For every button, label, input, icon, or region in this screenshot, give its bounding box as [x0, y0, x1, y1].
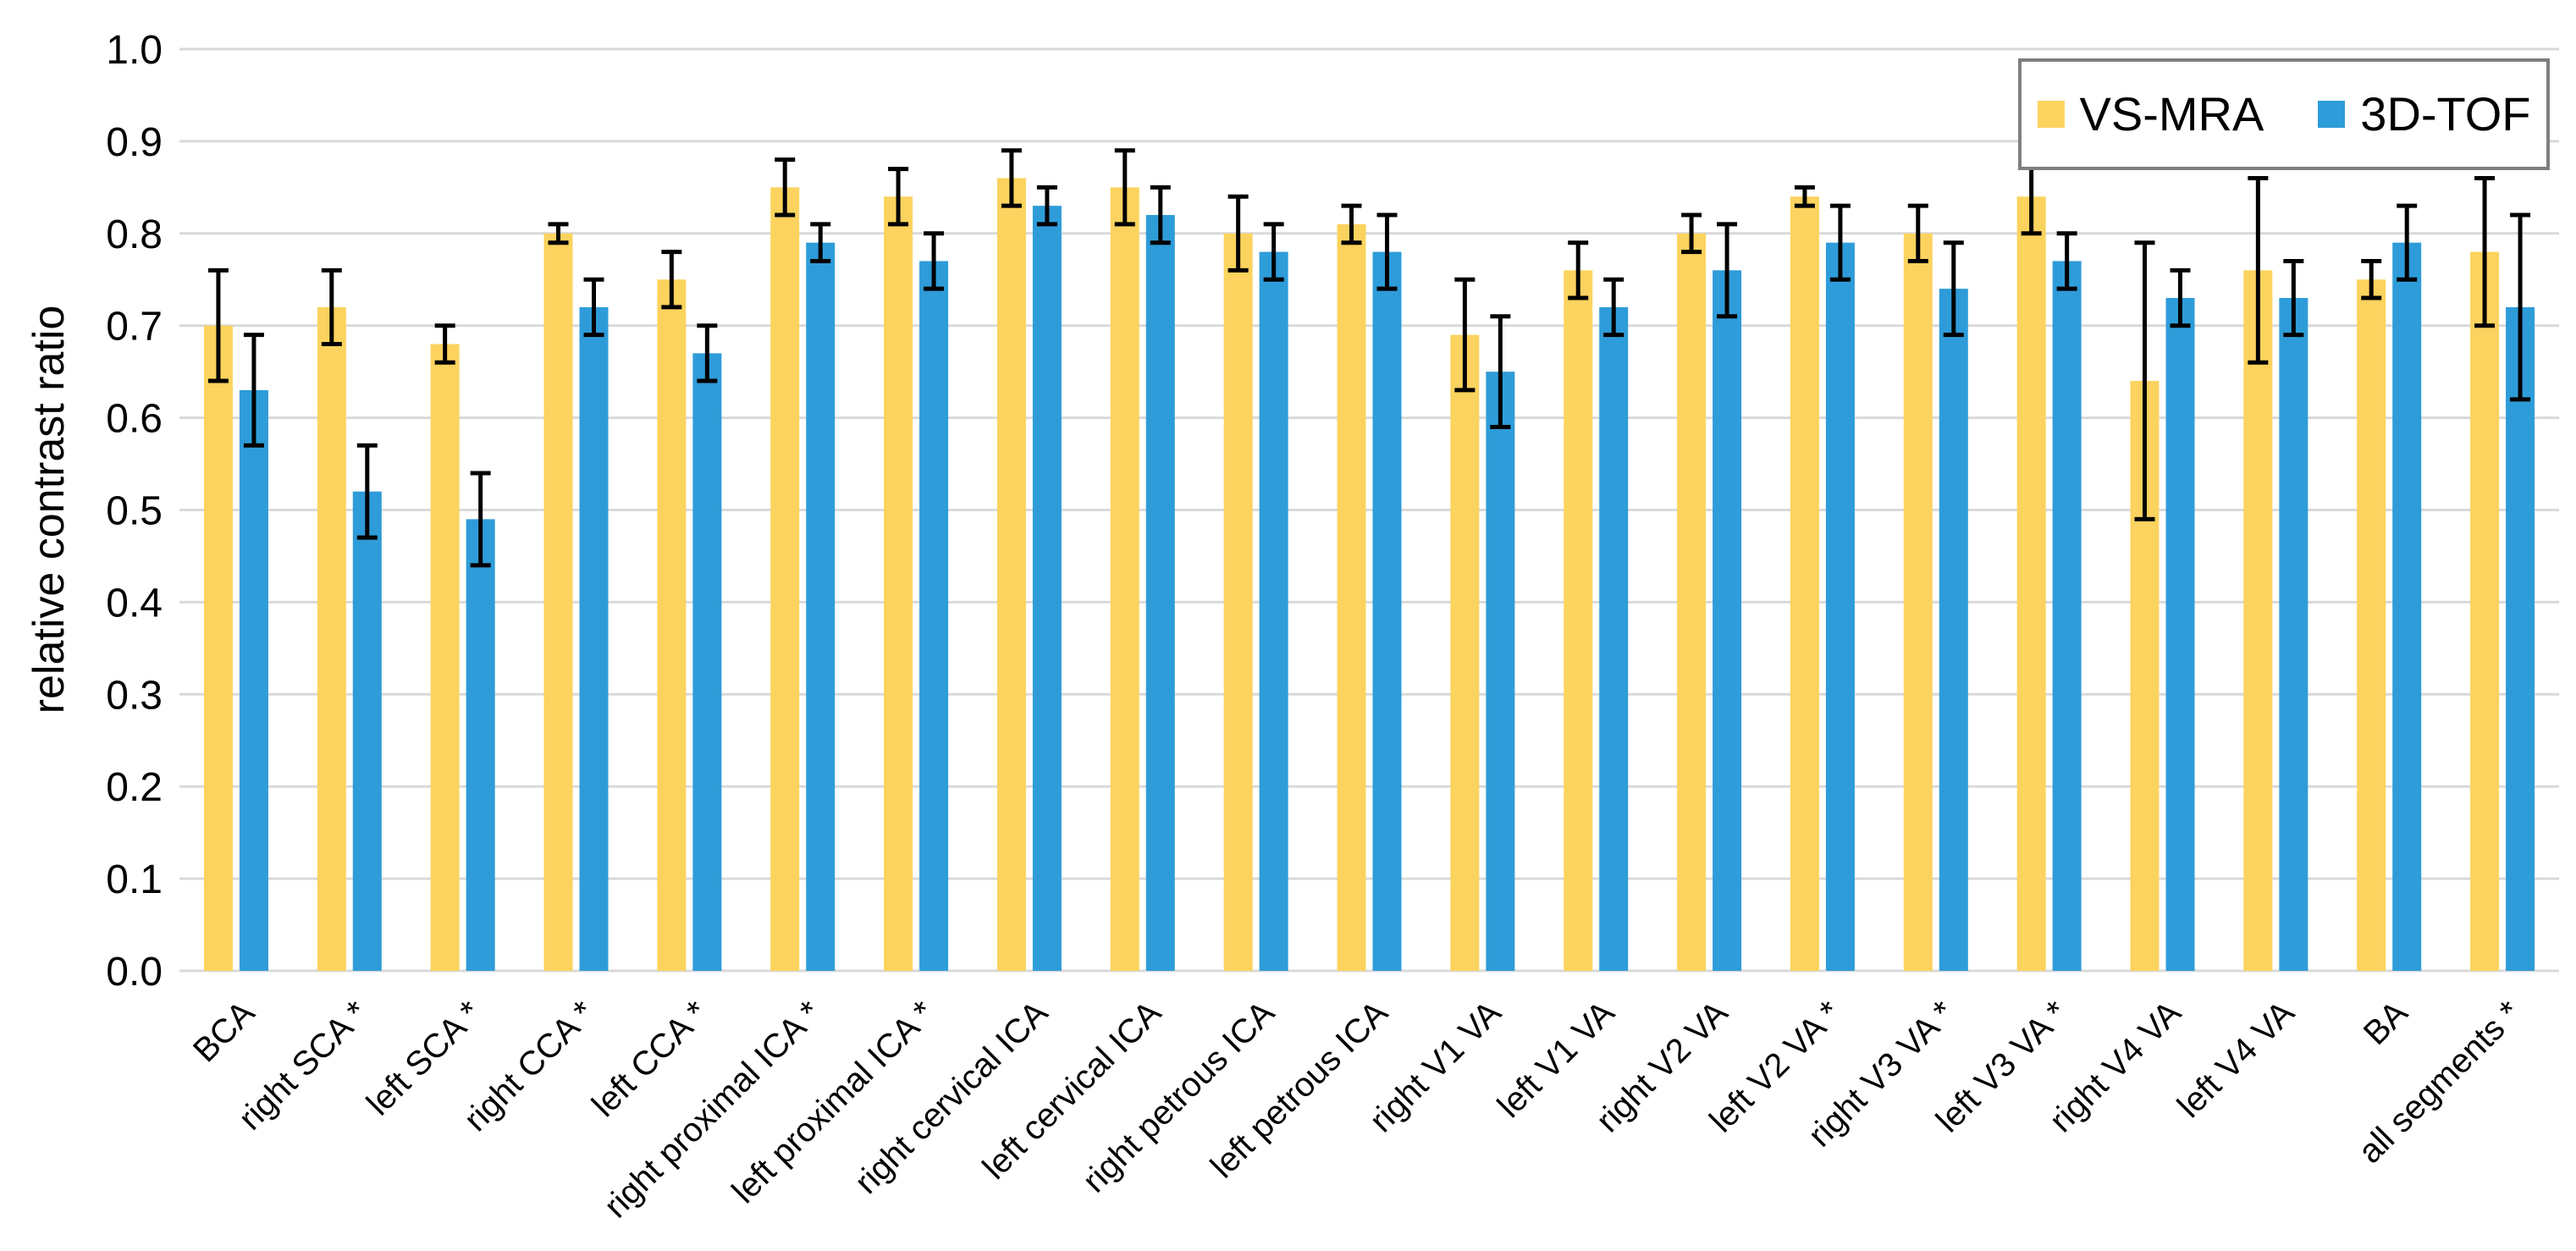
bar-vs-mra — [1337, 223, 1366, 971]
bar-vs-mra — [317, 306, 346, 971]
bar-vs-mra — [996, 178, 1026, 971]
bar-vs-mra — [2243, 270, 2273, 971]
y-tick-label: 0.5 — [106, 489, 163, 534]
x-category-label: right proximal ICA * — [597, 994, 828, 1225]
y-tick-label: 0.8 — [106, 212, 163, 257]
bar-3d-tof — [1145, 215, 1175, 971]
y-tick-label: 1.0 — [106, 28, 163, 73]
y-axis-title: relative contrast ratio — [25, 305, 74, 714]
bar-vs-mra — [1903, 233, 1933, 971]
bar-vs-mra — [430, 344, 460, 972]
bar-3d-tof — [2279, 298, 2308, 971]
y-tick-label: 0.3 — [106, 673, 163, 718]
bar-3d-tof — [1939, 289, 1968, 971]
bar-3d-tof — [919, 261, 949, 972]
bar-vs-mra — [884, 196, 913, 972]
x-category-label: right petrous ICA — [1076, 994, 1282, 1200]
bar-3d-tof — [579, 306, 609, 971]
bar-3d-tof — [1372, 251, 1402, 972]
bar-vs-mra — [2357, 279, 2386, 971]
bar-3d-tof — [239, 389, 268, 971]
bar-vs-mra — [1564, 270, 1593, 971]
bar-vs-mra — [1677, 233, 1707, 971]
bar-vs-mra — [543, 233, 573, 971]
bar-3d-tof — [1486, 372, 1515, 971]
legend-item-3d-tof: 3D-TOF — [2318, 87, 2531, 141]
bar-3d-tof — [2052, 261, 2082, 972]
legend-label-3d-tof: 3D-TOF — [2360, 87, 2531, 141]
x-category-label: left V4 VA — [2171, 994, 2302, 1125]
bar-3d-tof — [2165, 298, 2195, 971]
bar-3d-tof — [2392, 242, 2422, 971]
bar-3d-tof — [692, 353, 722, 971]
bar-3d-tof — [1713, 270, 1742, 971]
x-category-label: BCA — [186, 994, 262, 1069]
bar-3d-tof — [1825, 242, 1855, 971]
y-tick-label: 0.0 — [106, 950, 163, 995]
bar-3d-tof — [1259, 251, 1288, 972]
y-tick-label: 0.7 — [106, 305, 163, 350]
3d-tof-swatch-icon — [2318, 101, 2346, 128]
bar-3d-tof — [1599, 306, 1629, 971]
y-tick-label: 0.1 — [106, 857, 163, 902]
x-category-label: left proximal ICA * — [725, 994, 942, 1210]
y-tick-label: 0.9 — [106, 120, 163, 165]
legend: VS-MRA 3D-TOF — [2018, 58, 2550, 170]
bar-3d-tof — [352, 491, 382, 971]
bar-vs-mra — [770, 187, 800, 972]
bar-vs-mra — [1450, 334, 1480, 972]
legend-item-vs-mra: VS-MRA — [2037, 87, 2264, 141]
bar-3d-tof — [1032, 206, 1062, 971]
bar-3d-tof — [466, 519, 495, 971]
bar-vs-mra — [657, 279, 687, 971]
legend-label-vs-mra: VS-MRA — [2079, 87, 2264, 141]
vs-mra-swatch-icon — [2037, 101, 2065, 128]
bar-vs-mra — [2470, 251, 2500, 972]
bar-3d-tof — [806, 242, 836, 971]
y-tick-label: 0.6 — [106, 397, 163, 442]
bar-vs-mra — [1790, 196, 1819, 972]
y-tick-label: 0.4 — [106, 581, 163, 626]
bar-vs-mra — [203, 325, 233, 971]
x-category-label: BA — [2357, 994, 2415, 1052]
y-tick-label: 0.2 — [106, 765, 163, 810]
bar-vs-mra — [1110, 187, 1139, 972]
bar-vs-mra — [1223, 233, 1253, 971]
bar-vs-mra — [2016, 196, 2046, 972]
bar-3d-tof — [2506, 306, 2535, 971]
x-category-label: right cervical ICA — [847, 994, 1055, 1201]
